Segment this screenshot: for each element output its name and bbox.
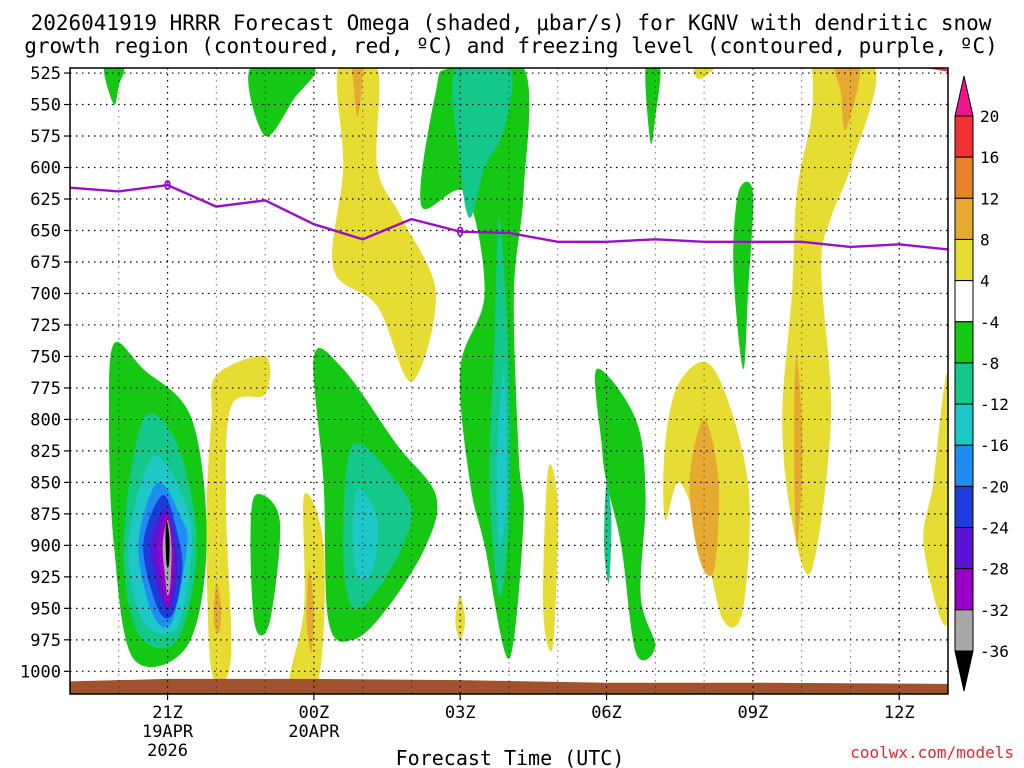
y-tick-label-525: 525 — [30, 64, 61, 84]
y-tick-label-575: 575 — [30, 127, 61, 147]
colorbar-segment-p16_20 — [954, 115, 974, 158]
omega-region-pos-small-c — [455, 595, 466, 640]
y-tick-label-750: 750 — [30, 347, 61, 367]
omega-region-pos-small-b — [289, 492, 325, 694]
colorbar-segment-m24_m20 — [954, 485, 974, 529]
omega-region-neg-right-blob-2 — [604, 481, 612, 584]
colorbar-label--28: -28 — [980, 560, 1009, 579]
omega-region-pos-left-mid-core — [213, 583, 222, 634]
y-tick-label-650: 650 — [30, 221, 61, 241]
colorbar-segment-p12_16 — [954, 156, 974, 199]
y-tick-label-800: 800 — [30, 410, 61, 430]
colorbar-label-20: 20 — [980, 107, 999, 126]
y-tick-label-1000: 1000 — [20, 662, 61, 682]
omega-region-pos-col-a-core — [351, 68, 363, 118]
colorbar-segment-m12_m8 — [954, 362, 974, 405]
y-tick-label-725: 725 — [30, 316, 61, 336]
colorbar-label--12: -12 — [980, 395, 1009, 414]
omega-region-neg-small-a — [250, 493, 281, 636]
colorbar-segment-p8_12 — [954, 197, 974, 240]
omega-region-pos-right-big — [782, 68, 877, 575]
colorbar-segment-m4_4 — [954, 280, 974, 323]
omega-region-neg-col-big-inner — [452, 68, 513, 218]
omega-region-neg-mid-blob-3 — [352, 488, 379, 581]
y-tick-label-875: 875 — [30, 505, 61, 525]
y-tick-label-825: 825 — [30, 442, 61, 462]
x-tick-label-12Z: 12Z — [884, 703, 915, 723]
x-tick-year-21Z: 2026 — [147, 741, 188, 761]
omega-region-neg-right-blob — [594, 368, 656, 661]
y-tick-label-925: 925 — [30, 568, 61, 588]
x-tick-label-21Z: 21Z — [152, 703, 183, 723]
colorbar-label-16: 16 — [980, 148, 999, 167]
omega-region-pos-right-big-low — [794, 355, 803, 546]
colorbar-segment-m28_m24 — [954, 527, 974, 570]
y-tick-label-700: 700 — [30, 284, 61, 304]
colorbar-label--32: -32 — [980, 601, 1009, 620]
y-axis: 525 550 575 600 625 650 675 700 725 750 775 800 825 8… — [20, 64, 70, 682]
freezing-level-line — [70, 183, 948, 251]
y-tick-label-600: 600 — [30, 159, 61, 179]
plot-frame — [69, 67, 949, 695]
colorbar-bottom-arrow — [954, 650, 974, 692]
colorbar-label--4: -4 — [980, 313, 999, 332]
colorbar-segment-m36_m32 — [954, 609, 974, 652]
colorbar: 20 16 12 8 4 -4 -8 -12 -16 -20 -24 -28 -32 -36 — [954, 75, 1009, 692]
colorbar-label-12: 12 — [980, 189, 999, 208]
omega-region-neg-col-big-low-core — [496, 368, 507, 547]
colorbar-label--16: -16 — [980, 436, 1009, 455]
omega-region-neg-upper-left-a — [103, 68, 125, 105]
omega-region-pos-right-big-core — [834, 68, 861, 130]
y-tick-label-675: 675 — [30, 253, 61, 273]
colorbar-label-8: 8 — [980, 230, 990, 249]
x-tick-date-00Z: 20APR — [288, 722, 340, 742]
omega-region-pos-far-right — [923, 373, 948, 626]
credit-text: coolwx.com/models — [850, 743, 1014, 762]
x-tick-label-00Z: 00Z — [299, 703, 330, 723]
y-tick-label-775: 775 — [30, 379, 61, 399]
y-tick-label-950: 950 — [30, 599, 61, 619]
omega-region-pos-small-d — [542, 464, 558, 652]
y-tick-label-625: 625 — [30, 190, 61, 210]
omega-region-pos-upper-mid — [693, 68, 714, 80]
colorbar-label--24: -24 — [980, 519, 1009, 538]
y-tick-label-850: 850 — [30, 473, 61, 493]
y-tick-label-900: 900 — [30, 536, 61, 556]
omega-region-pos-right-blob-core — [689, 419, 720, 577]
colorbar-label--8: -8 — [980, 354, 999, 373]
colorbar-label-4: 4 — [980, 272, 990, 291]
omega-region-pos-col-a — [332, 68, 436, 382]
y-tick-label-550: 550 — [30, 96, 61, 116]
x-tick-label-03Z: 03Z — [445, 703, 476, 723]
colorbar-top-arrow — [954, 75, 974, 117]
colorbar-label--20: -20 — [980, 477, 1009, 496]
omega-region-pos-left-mid — [206, 355, 271, 685]
colorbar-segment-m20_m16 — [954, 444, 974, 487]
x-tick-label-09Z: 09Z — [738, 703, 769, 723]
omega-region-neg-upper-left-b — [248, 68, 316, 137]
x-tick-label-06Z: 06Z — [591, 703, 622, 723]
omega-region-pos-small-b-core — [306, 570, 314, 653]
colorbar-segment-m16_m12 — [954, 403, 974, 446]
freezing-level-label-1: 0 — [164, 179, 172, 194]
grid-lines — [69, 68, 949, 694]
colorbar-label--36: -36 — [980, 642, 1009, 661]
colorbar-segment-m8_m4 — [954, 321, 974, 364]
x-tick-date-21Z: 19APR — [142, 722, 194, 742]
y-tick-label-975: 975 — [30, 631, 61, 651]
plot-area: 00 — [69, 67, 949, 695]
omega-region-neg-mid-right — [733, 181, 754, 370]
omega-region-neg-upper-mid — [645, 68, 661, 145]
freezing-level-label-2: 0 — [456, 226, 464, 241]
colorbar-segment-p4_8 — [954, 238, 974, 282]
title-line-1: 2026041919 HRRR Forecast Omega (shaded, … — [31, 11, 992, 35]
x-axis-label: Forecast Time (UTC) — [396, 746, 625, 768]
title-line-2: growth region (contoured, red, ºC) and f… — [24, 34, 998, 58]
colorbar-segment-m32_m28 — [954, 568, 974, 611]
omega-region-neg-left-blob-9 — [165, 520, 170, 568]
